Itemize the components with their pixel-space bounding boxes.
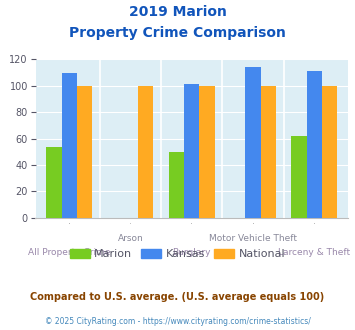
Bar [322,86,337,218]
Bar [261,86,276,218]
Text: All Property Crime: All Property Crime [28,248,110,257]
Bar [291,136,307,218]
Bar [200,86,215,218]
Text: © 2025 CityRating.com - https://www.cityrating.com/crime-statistics/: © 2025 CityRating.com - https://www.city… [45,317,310,326]
Bar [245,67,261,218]
Bar [46,147,61,218]
Legend: Marion, Kansas, National: Marion, Kansas, National [65,244,290,263]
Text: Compared to U.S. average. (U.S. average equals 100): Compared to U.S. average. (U.S. average … [31,292,324,302]
Text: Property Crime Comparison: Property Crime Comparison [69,26,286,40]
Text: 2019 Marion: 2019 Marion [129,5,226,19]
Bar [138,86,153,218]
Text: Motor Vehicle Theft: Motor Vehicle Theft [209,235,297,244]
Bar [61,73,77,218]
Text: Larceny & Theft: Larceny & Theft [278,248,350,257]
Text: Burglary: Burglary [173,248,211,257]
Bar [169,152,184,218]
Text: Arson: Arson [118,235,143,244]
Bar [184,84,200,218]
Bar [307,71,322,218]
Bar [77,86,92,218]
